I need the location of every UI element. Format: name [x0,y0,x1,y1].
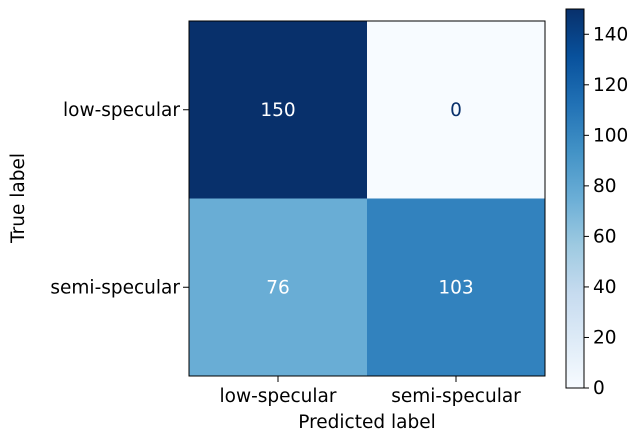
heatmap-cells: 150 0 76 103 [189,21,545,376]
cell-value-label: 103 [438,277,473,298]
plot-frame [188,20,546,377]
y-axis-label: True label [8,153,29,244]
y-tick-label: low-specular [63,100,180,121]
x-axis-ticks: low-specular semi-specular [219,376,521,407]
x-tick-label: semi-specular [391,386,521,407]
heatmap-cell [367,21,545,199]
colorbar-tick-label: 80 [593,176,617,197]
heatmap-cell [189,21,367,199]
colorbar-gradient [565,8,585,389]
cell-value-label: 150 [260,100,295,121]
colorbar-tick-label: 140 [593,24,628,45]
heatmap-cell [367,198,545,376]
y-axis-ticks: low-specular semi-specular [50,100,189,298]
colorbar-tick-label: 100 [593,125,628,146]
colorbar-tick-label: 120 [593,75,628,96]
x-axis-label: Predicted label [298,412,435,433]
cell-value-label: 0 [450,100,462,121]
heatmap-cell [189,198,367,376]
colorbar-tick-label: 20 [593,327,617,348]
x-tick-label: low-specular [219,386,336,407]
y-tick-label: semi-specular [50,277,180,298]
colorbar-tick-label: 0 [593,378,605,399]
cell-value-label: 76 [266,277,290,298]
colorbar-tick-label: 40 [593,277,617,298]
colorbar: 0 20 40 60 80 100 120 140 [565,8,628,399]
colorbar-tick-label: 60 [593,226,617,247]
